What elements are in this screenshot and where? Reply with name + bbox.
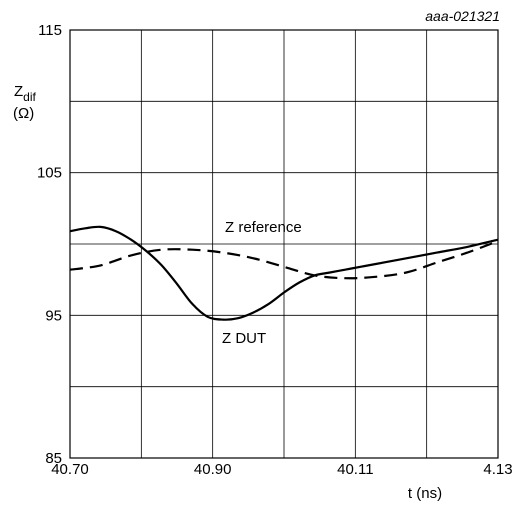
- x-tick-label: 40.90: [194, 461, 232, 478]
- x-tick-label: 40.70: [51, 461, 89, 478]
- x-tick-label: 4.13: [483, 461, 512, 478]
- x-axis-label: t (ns): [408, 485, 442, 502]
- y-tick-label: 115: [38, 22, 62, 39]
- y-axis-label-subscript: dif: [23, 90, 36, 104]
- y-axis-label: Zdif: [14, 83, 37, 104]
- y-tick-labels: 85 95 105 115: [37, 22, 62, 467]
- x-tick-label: 40.11: [337, 461, 373, 478]
- figure-reference-code: aaa-021321: [425, 8, 500, 24]
- series-line-z-dut: [69, 225, 499, 321]
- y-tick-label: 85: [45, 450, 62, 467]
- y-axis-unit: (Ω): [13, 105, 34, 122]
- y-axis-label-main: Z: [14, 83, 23, 100]
- plot-frame: [69, 29, 499, 459]
- y-tick-label: 95: [45, 307, 62, 324]
- grid-lines: [70, 30, 498, 458]
- x-tick-labels: 40.70 40.90 40.11 4.13: [51, 461, 512, 478]
- annotation-z-dut: Z DUT: [222, 330, 266, 347]
- series-line-z-reference: [69, 240, 499, 280]
- series-layer: [69, 225, 499, 321]
- annotation-z-reference: Z reference: [225, 219, 302, 236]
- y-tick-label: 105: [37, 165, 62, 182]
